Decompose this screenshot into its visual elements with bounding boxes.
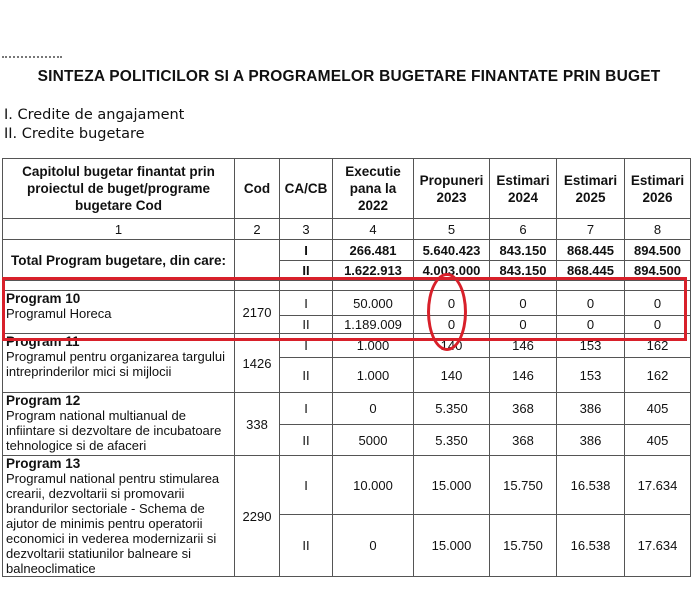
program-row-I: Program 13 Programul national pentru stim… <box>2 454 691 577</box>
value-cell: 140 <box>413 357 490 393</box>
program-cod: 2290 <box>234 455 280 577</box>
value-cell: I <box>279 392 333 425</box>
value-cell: 0 <box>489 290 557 316</box>
value-cell: 162 <box>624 333 691 358</box>
index-cell: 5 <box>413 218 490 240</box>
value-cell: II <box>279 357 333 393</box>
cell: 868.445 <box>556 239 625 261</box>
value-cell: 0 <box>624 315 691 334</box>
cropped-text <box>2 56 62 62</box>
index-cell: 1 <box>2 218 235 240</box>
program-cell: Program 12 Program national multianual de… <box>2 392 235 456</box>
cell: 266.481 <box>332 239 414 261</box>
value-cell: 386 <box>556 392 625 425</box>
value-cell: II <box>279 514 333 577</box>
value-cell: 5000 <box>332 424 414 456</box>
value-cell: I <box>279 333 333 358</box>
value-cell: 0 <box>332 514 414 577</box>
header-cell: Estimari 2026 <box>624 158 691 219</box>
value-cell: 15.750 <box>489 454 557 516</box>
value-cell: 386 <box>556 424 625 456</box>
page-title: SINTEZA POLITICILOR SI A PROGRAMELOR BUG… <box>37 68 661 85</box>
program-row-I: Program 12 Program national multianual de… <box>2 392 691 456</box>
value-cell: 162 <box>624 357 691 393</box>
value-cell: 1.000 <box>332 357 414 393</box>
header-cell: Executie pana la 2022 <box>332 158 414 219</box>
highlight-ellipse <box>427 273 467 351</box>
program-row-II: II 5000 5.350 368 386 405 <box>3 424 691 456</box>
program-cell: Program 13 Programul national pentru stim… <box>2 455 235 577</box>
index-cell: 6 <box>489 218 557 240</box>
value-cell: I <box>279 290 333 316</box>
value-cell: 16.538 <box>556 454 625 516</box>
total-row-I: Total Program bugetare, din care: I 266.4… <box>2 239 691 281</box>
program-cell: Program 11 Programul pentru organizarea t… <box>2 333 235 393</box>
program-desc: Programul pentru organizarea targului in… <box>6 349 225 379</box>
cell <box>234 239 280 281</box>
value-cell: 405 <box>624 392 691 425</box>
total-label: Total Program bugetare, din care: <box>2 239 235 281</box>
cell: 843.150 <box>489 239 557 261</box>
cell: 894.500 <box>624 239 691 261</box>
program-cod: 2170 <box>234 290 280 334</box>
value-cell: 17.634 <box>624 454 691 516</box>
index-cell: 4 <box>332 218 414 240</box>
value-cell: 17.634 <box>624 514 691 577</box>
program-name: Program 10 <box>6 291 81 306</box>
program-name: Program 13 <box>6 456 81 471</box>
value-cell: 50.000 <box>332 290 414 316</box>
index-cell: 8 <box>624 218 691 240</box>
value-cell: II <box>279 424 333 456</box>
index-cell: 3 <box>279 218 333 240</box>
value-cell: 10.000 <box>332 454 414 516</box>
legend-cb: II. Credite bugetare <box>4 126 145 142</box>
value-cell: 15.000 <box>413 514 490 577</box>
value-cell: I <box>279 454 333 516</box>
cell: 4.003.000 <box>413 260 490 281</box>
cell: I <box>279 239 333 261</box>
value-cell: 146 <box>489 333 557 358</box>
value-cell: 1.189.009 <box>332 315 414 334</box>
value-cell: 5.350 <box>413 392 490 425</box>
highlight-rectangle <box>2 277 687 341</box>
program-name: Program 11 <box>6 334 80 349</box>
index-cell: 7 <box>556 218 625 240</box>
value-cell: 368 <box>489 424 557 456</box>
header-cell: Estimari 2024 <box>489 158 557 219</box>
value-cell: 368 <box>489 392 557 425</box>
header-cell: Estimari 2025 <box>556 158 625 219</box>
programs-table: Program 10 Programul Horeca 2170 I 50.000 0 0 0… <box>2 290 691 577</box>
legend-ca: I. Credite de angajament <box>4 107 185 123</box>
value-cell: 1.000 <box>332 333 414 358</box>
value-cell: 5.350 <box>413 424 490 456</box>
program-desc: Program national multianual de infiintar… <box>6 408 222 453</box>
budget-table: Capitolul bugetar finantat prin proiectu… <box>2 158 691 291</box>
cell: 5.640.423 <box>413 239 490 261</box>
value-cell: 0 <box>332 392 414 425</box>
program-name: Program 12 <box>6 393 81 408</box>
header-cell: Capitolul bugetar finantat prin proiectu… <box>2 158 235 219</box>
header-cell: Cod <box>234 158 280 219</box>
program-desc: Programul national pentru stimularea cre… <box>6 471 220 576</box>
program-row-II: II 0 15.000 15.750 16.538 17.634 <box>3 514 691 577</box>
value-cell: 146 <box>489 357 557 393</box>
value-cell: 153 <box>556 357 625 393</box>
value-cell: 15.000 <box>413 454 490 516</box>
header-row: Capitolul bugetar finantat prin proiectu… <box>2 158 691 219</box>
program-cod: 1426 <box>234 333 280 393</box>
header-cell: CA/CB <box>279 158 333 219</box>
value-cell: 15.750 <box>489 514 557 577</box>
program-desc: Programul Horeca <box>6 306 112 321</box>
value-cell: 16.538 <box>556 514 625 577</box>
program-row-I: Program 11 Programul pentru organizarea t… <box>2 333 691 393</box>
value-cell: 405 <box>624 424 691 456</box>
header-cell: Propuneri 2023 <box>413 158 490 219</box>
program-cod: 338 <box>234 392 280 456</box>
index-cell: 2 <box>234 218 280 240</box>
